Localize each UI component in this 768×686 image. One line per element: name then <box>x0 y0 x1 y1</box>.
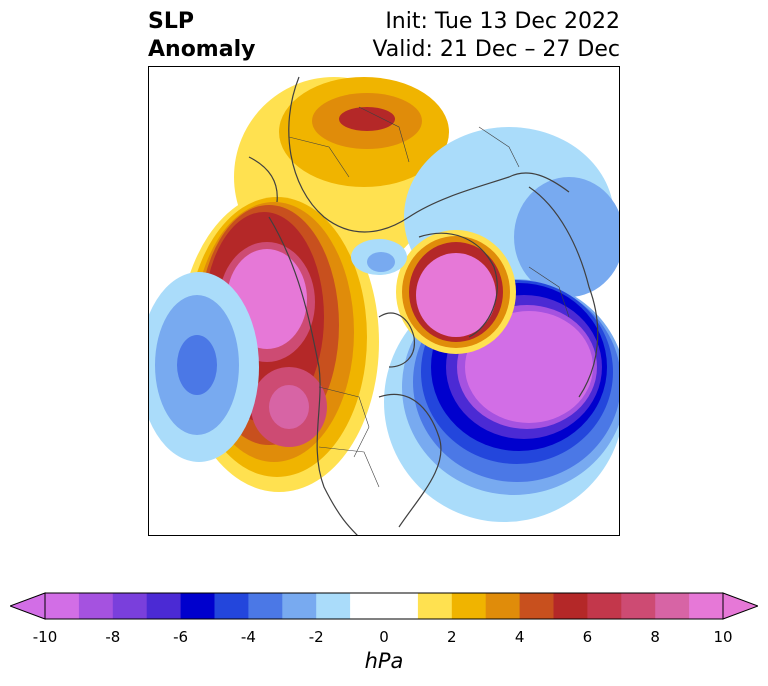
colorbar-segment <box>282 593 317 619</box>
north-pacific-negative-anomaly <box>149 272 259 462</box>
colorbar-segment <box>689 593 724 619</box>
title-valid: Valid: 21 Dec – 27 Dec <box>372 37 620 62</box>
colorbar-segment <box>587 593 622 619</box>
colorbar-tick-label: 0 <box>379 628 389 646</box>
colorbar-tick-label: 8 <box>650 628 660 646</box>
colorbar-segment <box>451 593 487 619</box>
colorbar-segment <box>112 593 148 619</box>
colorbar-tick-label: -10 <box>32 628 58 646</box>
colorbar-segments <box>10 592 758 620</box>
colorbar-tick-label: -8 <box>105 628 121 646</box>
polar-weak-negative <box>351 239 407 275</box>
colorbar-segment <box>350 593 385 619</box>
colorbar-tick-label: -4 <box>240 628 256 646</box>
colorbar-tick-label: 4 <box>514 628 525 646</box>
colorbar-extend-min <box>10 592 46 620</box>
colorbar-segment <box>485 593 521 619</box>
colorbar-tick-label: 10 <box>713 628 733 646</box>
colorbar-segment <box>45 593 80 619</box>
coastlines <box>248 76 599 535</box>
anomaly-map <box>149 76 619 535</box>
title-field: SLP <box>148 9 194 34</box>
colorbar-unit-label: hPa <box>364 649 404 673</box>
colorbar-segment <box>519 593 554 619</box>
map-panel <box>148 66 620 536</box>
colorbar-tick-label: -2 <box>308 628 324 646</box>
title-anomaly: Anomaly <box>148 37 256 62</box>
colorbar-tick-label: -6 <box>173 628 189 646</box>
colorbar-segment <box>621 593 656 619</box>
title-left: SLP Anomaly <box>148 8 255 64</box>
colorbar-segment <box>553 593 588 619</box>
colorbar-segment <box>417 593 453 619</box>
colorbar-segment <box>180 593 215 619</box>
borders <box>288 106 570 488</box>
colorbar-tick-label: 6 <box>582 628 593 646</box>
colorbar-tick-label: 2 <box>447 628 457 646</box>
title-right: Init: Tue 13 Dec 2022 Valid: 21 Dec – 27… <box>372 8 620 64</box>
colorbar-segment <box>384 593 419 619</box>
colorbar-segment <box>146 593 182 619</box>
colorbar-segment <box>655 593 690 619</box>
colorbar-segment <box>78 593 114 619</box>
colorbar-segment <box>248 593 283 619</box>
title-init: Init: Tue 13 Dec 2022 <box>385 9 620 34</box>
colorbar-segment <box>214 593 249 619</box>
colorbar <box>10 592 758 620</box>
colorbar-extend-max <box>722 592 758 620</box>
colorbar-outline <box>44 592 724 620</box>
colorbar-segment <box>316 593 351 619</box>
